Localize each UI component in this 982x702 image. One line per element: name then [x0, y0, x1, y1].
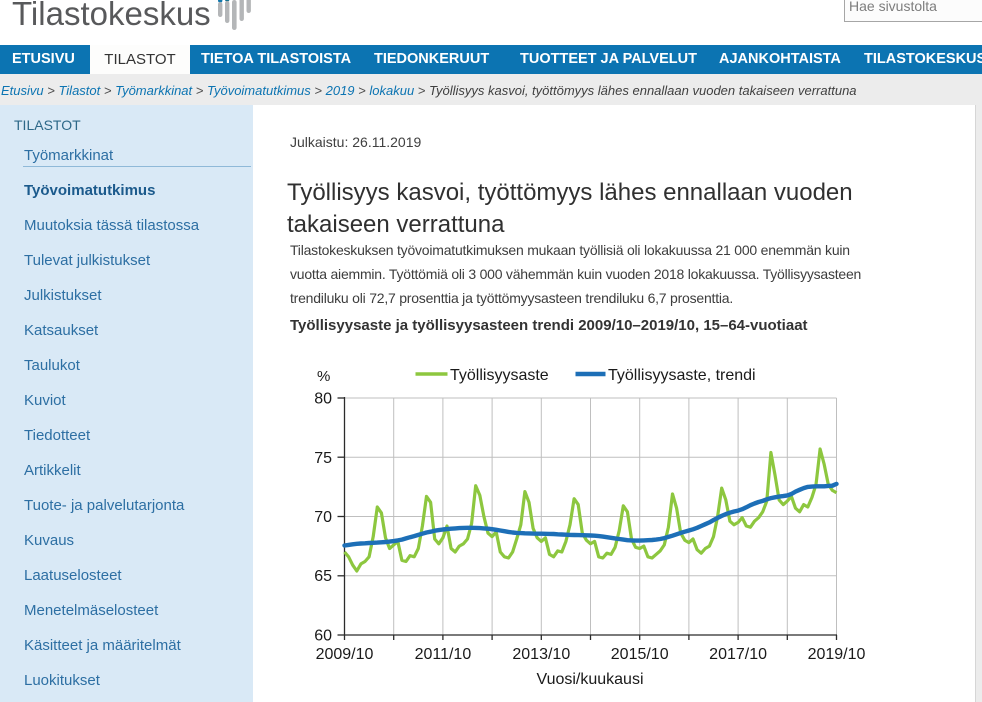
svg-text:2015/10: 2015/10 — [611, 646, 669, 663]
svg-text:65: 65 — [314, 568, 332, 585]
svg-text:2013/10: 2013/10 — [512, 646, 570, 663]
svg-text:75: 75 — [314, 450, 332, 467]
svg-text:Työllisyysaste: Työllisyysaste — [450, 367, 549, 384]
svg-text:Työllisyysaste, trendi: Työllisyysaste, trendi — [608, 367, 756, 384]
svg-text:80: 80 — [314, 391, 332, 408]
svg-text:2011/10: 2011/10 — [415, 646, 472, 663]
svg-text:60: 60 — [314, 628, 332, 645]
svg-text:2009/10: 2009/10 — [316, 646, 374, 663]
svg-text:%: % — [317, 368, 330, 385]
svg-text:2019/10: 2019/10 — [808, 646, 866, 663]
svg-text:Vuosi/kuukausi: Vuosi/kuukausi — [536, 671, 643, 688]
svg-text:2017/10: 2017/10 — [709, 646, 767, 663]
svg-text:70: 70 — [314, 509, 332, 526]
